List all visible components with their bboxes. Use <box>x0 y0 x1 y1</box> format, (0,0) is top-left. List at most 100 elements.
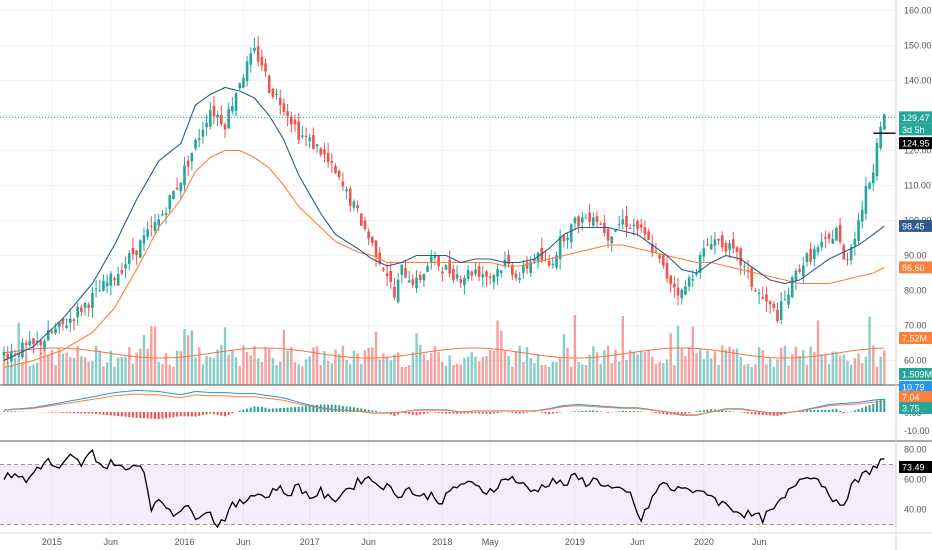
volume-bar <box>21 361 24 385</box>
macd-histogram-bar <box>448 412 451 414</box>
macd-histogram-bar <box>120 412 123 417</box>
candle-body <box>562 236 566 242</box>
candle-body <box>662 255 665 266</box>
macd-histogram-bar <box>69 412 72 414</box>
macd-histogram-bar <box>640 411 643 412</box>
candle-body <box>765 294 768 302</box>
volume-bar <box>286 350 289 385</box>
volume-bar <box>153 326 157 385</box>
volume-bar <box>323 351 326 385</box>
macd-histogram-bar <box>316 404 319 412</box>
volume-bar <box>290 347 293 385</box>
macd-histogram-bar <box>489 412 492 415</box>
macd-histogram-bar <box>728 411 731 412</box>
macd-histogram-bar <box>422 412 425 414</box>
candle-body <box>323 149 326 155</box>
candle-body <box>720 235 724 248</box>
volume-bar <box>791 354 794 385</box>
candle-body <box>474 269 477 274</box>
macd-histogram-bar <box>408 412 411 415</box>
volume-bar <box>216 349 219 385</box>
volume-bar <box>665 359 669 385</box>
macd-histogram-bar <box>883 398 886 412</box>
volume-bar <box>802 350 805 385</box>
macd-histogram-bar <box>371 410 374 412</box>
macd-tick-label: -10.00 <box>904 426 930 436</box>
macd-histogram-bar <box>518 412 521 414</box>
candle-body <box>175 187 179 190</box>
macd-histogram-bar <box>290 407 293 412</box>
rsi-tick-label: 40.00 <box>904 505 927 515</box>
macd-histogram-bar <box>835 408 838 412</box>
macd-histogram-bar <box>481 412 484 414</box>
macd-histogram-bar <box>710 409 713 412</box>
macd-signal-line <box>3 393 885 416</box>
volume-bar <box>245 352 249 385</box>
candle-body <box>120 270 124 274</box>
candle-body <box>43 340 46 349</box>
volume-bar <box>544 365 547 385</box>
candle-body <box>735 247 739 252</box>
macd-histogram-bar <box>338 405 341 412</box>
volume-bar <box>186 335 190 385</box>
candle-body <box>415 277 418 289</box>
volume-bar <box>496 320 499 385</box>
macd-histogram-bar <box>312 405 315 412</box>
macd-histogram-bar <box>275 408 278 412</box>
candle-body <box>647 231 650 241</box>
volume-bar <box>341 345 345 385</box>
volume-bar <box>643 351 647 385</box>
macd-histogram-bar <box>367 409 370 412</box>
macd-histogram-bar <box>437 412 440 414</box>
macd-histogram-bar <box>588 410 591 412</box>
moving-averages <box>0 86 896 369</box>
time-tick-label: 2017 <box>300 537 320 547</box>
candle-body <box>805 253 809 262</box>
candle-body <box>743 266 746 268</box>
volume-bar <box>308 356 311 385</box>
macd-histogram-bar <box>286 407 289 412</box>
volume-bar <box>179 351 182 385</box>
macd-histogram-bar <box>500 412 503 413</box>
macd-histogram-bar <box>426 412 429 414</box>
volume-bar <box>345 359 348 385</box>
macd-histogram-bar <box>106 412 109 416</box>
volume-bar <box>168 364 171 385</box>
candle-body <box>352 201 356 208</box>
volume-bar <box>6 361 9 385</box>
macd-histogram-bar <box>496 412 499 414</box>
time-tick-label: 2020 <box>694 537 714 547</box>
candle-body <box>779 301 783 320</box>
volume-bar <box>503 351 507 385</box>
macd-histogram-bar <box>470 412 473 414</box>
candle-body <box>275 93 278 95</box>
candle-body <box>437 256 440 267</box>
volume-bar <box>54 365 57 385</box>
macd-histogram-bar <box>91 412 94 414</box>
candle-body <box>80 307 83 312</box>
volume-bar <box>105 362 109 385</box>
candle-body <box>665 262 669 279</box>
volume-bar <box>754 364 757 385</box>
candle-body <box>687 277 691 287</box>
candle-body <box>411 279 415 285</box>
macd-histogram-bar <box>227 412 230 415</box>
macd-signal-tag-bg <box>899 391 932 403</box>
macd-histogram-bar <box>776 412 779 416</box>
macd-histogram-bar <box>765 412 768 416</box>
volume-bar <box>603 350 606 385</box>
candle-body <box>271 88 275 98</box>
ma-fast-tag-bg <box>899 219 932 232</box>
macd-histogram-bar <box>607 412 610 413</box>
volume-bar <box>455 363 459 385</box>
volume-bar <box>448 355 451 385</box>
candle-body <box>441 271 444 274</box>
volume-bar <box>32 364 35 385</box>
volume-bar <box>139 348 142 385</box>
volume-bar <box>47 354 50 385</box>
volume-bar <box>356 353 359 385</box>
candle-body <box>470 271 474 276</box>
rsi-tick-label: 60.00 <box>904 475 927 485</box>
volume-bar <box>824 354 827 385</box>
